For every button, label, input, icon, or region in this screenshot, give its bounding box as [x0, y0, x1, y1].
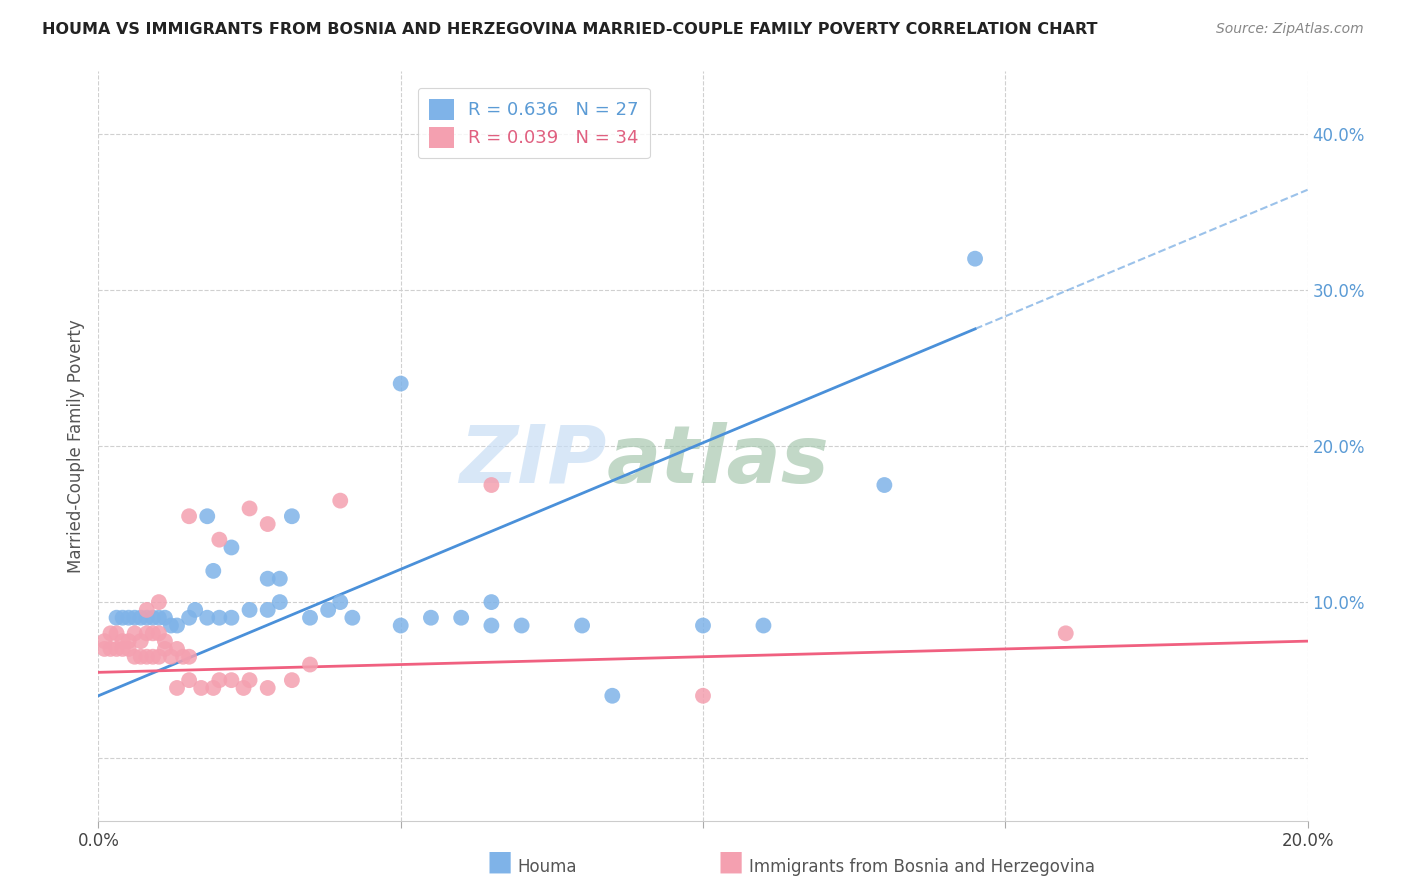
Text: Houma: Houma — [517, 858, 576, 876]
Point — [172, 649, 194, 664]
Point — [124, 626, 146, 640]
Point — [232, 681, 254, 695]
Point — [160, 649, 183, 664]
Point — [1054, 626, 1077, 640]
Point — [93, 634, 115, 648]
Point — [142, 626, 165, 640]
Point — [221, 673, 243, 687]
Point — [153, 611, 176, 625]
Point — [481, 595, 503, 609]
Point — [221, 611, 243, 625]
Point — [299, 657, 322, 672]
Point — [129, 611, 152, 625]
Point — [281, 509, 304, 524]
Legend: R = 0.636   N = 27, R = 0.039   N = 34: R = 0.636 N = 27, R = 0.039 N = 34 — [418, 88, 650, 159]
Point — [450, 611, 472, 625]
Point — [111, 642, 134, 657]
Point — [93, 642, 115, 657]
Point — [135, 611, 157, 625]
Point — [135, 649, 157, 664]
Point — [481, 618, 503, 632]
Point — [221, 541, 243, 555]
Point — [571, 618, 593, 632]
Point — [118, 611, 141, 625]
Point — [256, 681, 278, 695]
Point — [256, 603, 278, 617]
Point — [129, 634, 152, 648]
Point — [239, 673, 262, 687]
Point — [329, 493, 352, 508]
Point — [179, 611, 201, 625]
Point — [692, 618, 714, 632]
Point — [100, 642, 122, 657]
Point — [329, 595, 352, 609]
Text: ■: ■ — [486, 848, 512, 876]
Text: HOUMA VS IMMIGRANTS FROM BOSNIA AND HERZEGOVINA MARRIED-COUPLE FAMILY POVERTY CO: HOUMA VS IMMIGRANTS FROM BOSNIA AND HERZ… — [42, 22, 1098, 37]
Point — [179, 673, 201, 687]
Point — [105, 626, 128, 640]
Point — [269, 595, 291, 609]
Point — [142, 649, 165, 664]
Point — [202, 681, 225, 695]
Text: Source: ZipAtlas.com: Source: ZipAtlas.com — [1216, 22, 1364, 37]
Point — [208, 533, 231, 547]
Point — [269, 572, 291, 586]
Point — [166, 618, 188, 632]
Point — [420, 611, 443, 625]
Point — [111, 611, 134, 625]
Point — [153, 634, 176, 648]
Point — [195, 509, 218, 524]
Point — [602, 689, 624, 703]
Point — [166, 681, 188, 695]
Point — [190, 681, 212, 695]
Point — [256, 517, 278, 532]
Point — [148, 611, 170, 625]
Point — [148, 626, 170, 640]
Point — [481, 478, 503, 492]
Point — [239, 603, 262, 617]
Point — [129, 649, 152, 664]
Point — [281, 673, 304, 687]
Text: ■: ■ — [718, 848, 744, 876]
Point — [111, 634, 134, 648]
Point — [105, 611, 128, 625]
Point — [389, 376, 412, 391]
Point — [342, 611, 364, 625]
Point — [965, 252, 987, 266]
Point — [202, 564, 225, 578]
Text: Immigrants from Bosnia and Herzegovina: Immigrants from Bosnia and Herzegovina — [749, 858, 1095, 876]
Point — [179, 649, 201, 664]
Point — [135, 626, 157, 640]
Point — [184, 603, 207, 617]
Point — [208, 611, 231, 625]
Point — [148, 649, 170, 664]
Point — [195, 611, 218, 625]
Point — [208, 673, 231, 687]
Text: ZIP: ZIP — [458, 422, 606, 500]
Point — [160, 618, 183, 632]
Point — [239, 501, 262, 516]
Point — [100, 626, 122, 640]
Point — [692, 689, 714, 703]
Point — [166, 642, 188, 657]
Point — [179, 509, 201, 524]
Point — [510, 618, 533, 632]
Point — [142, 611, 165, 625]
Point — [316, 603, 339, 617]
Point — [124, 649, 146, 664]
Text: atlas: atlas — [606, 422, 830, 500]
Y-axis label: Married-Couple Family Poverty: Married-Couple Family Poverty — [66, 319, 84, 573]
Point — [118, 642, 141, 657]
Point — [256, 572, 278, 586]
Point — [873, 478, 896, 492]
Point — [153, 642, 176, 657]
Point — [299, 611, 322, 625]
Point — [135, 603, 157, 617]
Point — [118, 634, 141, 648]
Point — [389, 618, 412, 632]
Point — [105, 642, 128, 657]
Point — [148, 595, 170, 609]
Point — [752, 618, 775, 632]
Point — [124, 611, 146, 625]
